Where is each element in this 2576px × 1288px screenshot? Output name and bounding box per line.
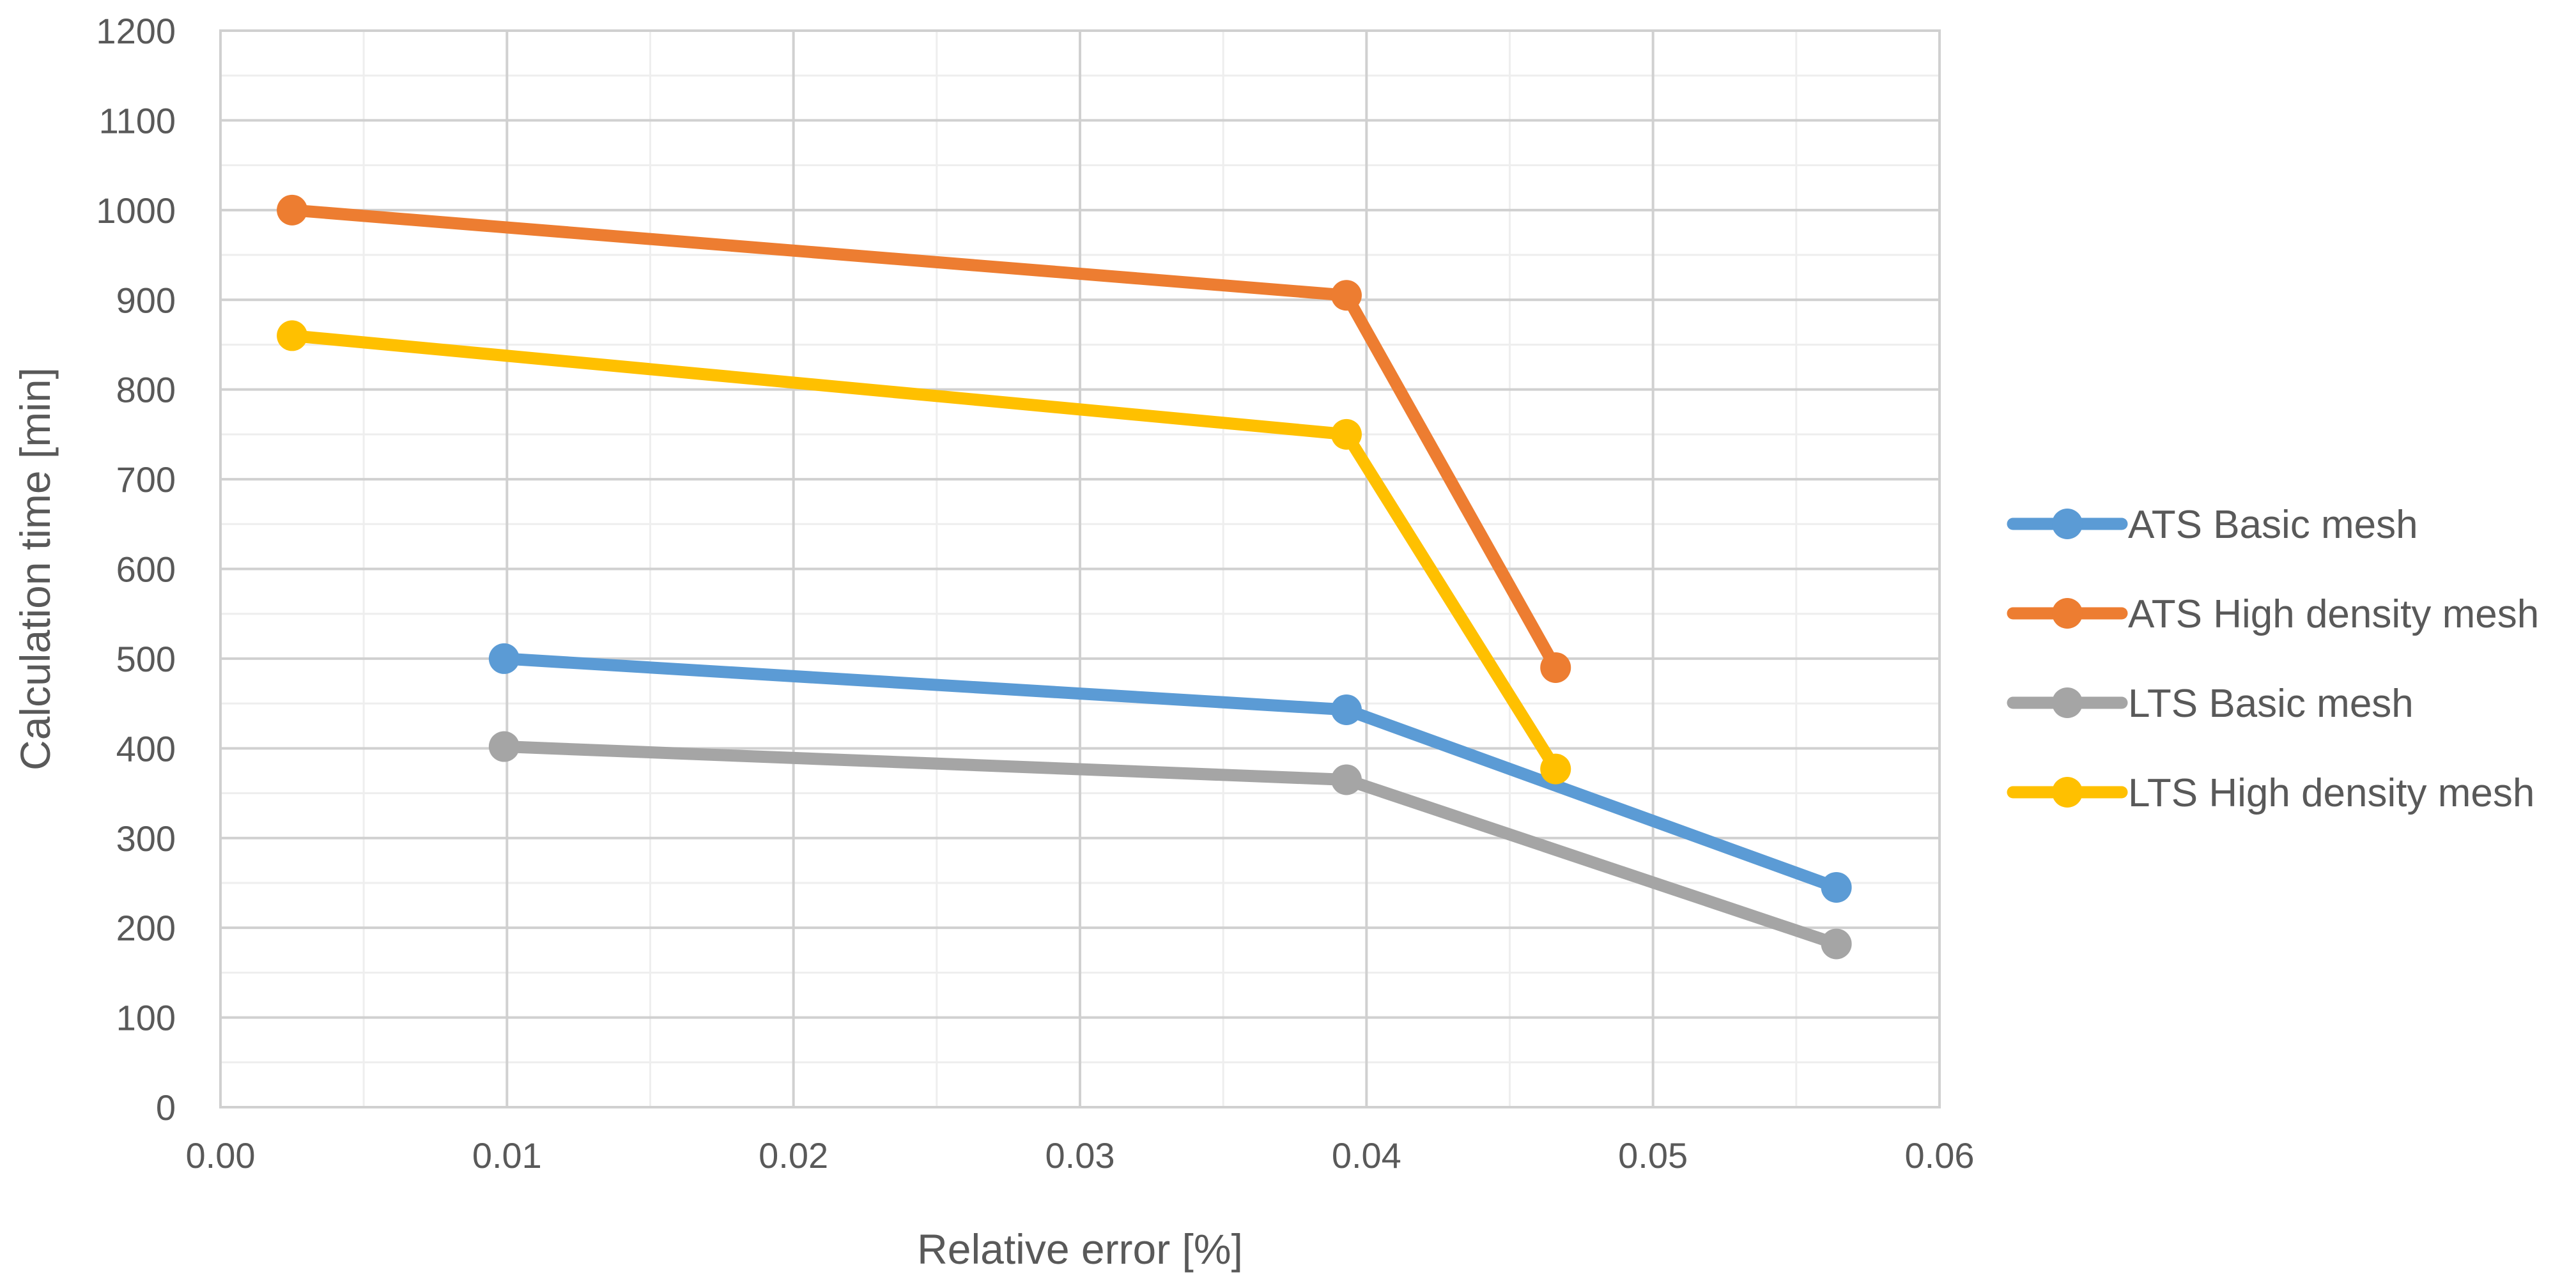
x-axis-tick-labels: 0.00 0.01 0.02 0.03 0.04 0.05 0.06: [186, 1135, 1975, 1176]
x-tick-label: 0.00: [186, 1135, 256, 1176]
y-tick-label: 600: [116, 549, 176, 590]
legend-item: ATS High density mesh: [2007, 592, 2539, 636]
data-point: [1330, 694, 1362, 725]
series-2: [277, 194, 1571, 683]
data-point: [277, 194, 308, 226]
legend-label: ATS Basic mesh: [2128, 503, 2418, 547]
x-tick-label: 0.05: [1618, 1135, 1688, 1176]
legend: ATS Basic mesh ATS High density mesh LTS B…: [2007, 503, 2539, 815]
data-point: [1330, 418, 1362, 450]
series-3: [488, 731, 1852, 960]
series-layer: [277, 194, 1852, 960]
legend-item: ATS Basic mesh: [2007, 503, 2418, 547]
y-tick-label: 100: [116, 998, 176, 1038]
y-axis-tick-labels: 0 100 200 300 400 500 600 700 800 900 1000 1100 1200: [96, 11, 176, 1128]
y-tick-label: 1000: [96, 190, 176, 231]
y-tick-label: 0: [156, 1087, 176, 1128]
legend-item: LTS Basic mesh: [2007, 682, 2414, 726]
data-point: [1821, 928, 1852, 960]
y-tick-label: 900: [116, 280, 176, 320]
data-point: [488, 731, 520, 762]
x-tick-label: 0.04: [1332, 1135, 1401, 1176]
data-point: [1540, 753, 1571, 785]
data-point: [1330, 764, 1362, 795]
y-tick-label: 500: [116, 639, 176, 679]
data-point: [488, 643, 520, 674]
major-gridlines: [219, 29, 1941, 1108]
y-axis-title: Calculation time [min]: [12, 367, 59, 770]
x-axis-title: Relative error [%]: [917, 1225, 1243, 1273]
data-point: [1330, 280, 1362, 311]
y-tick-label: 200: [116, 908, 176, 948]
series-1: [488, 643, 1852, 903]
y-tick-label: 400: [116, 728, 176, 769]
legend-label: LTS High density mesh: [2128, 771, 2534, 815]
legend-item: LTS High density mesh: [2007, 771, 2534, 815]
y-tick-label: 700: [116, 459, 176, 500]
legend-swatch-marker: [2052, 509, 2083, 539]
y-tick-label: 1100: [99, 100, 176, 141]
legend-swatch-marker: [2052, 598, 2083, 629]
legend-label: LTS Basic mesh: [2128, 682, 2414, 726]
x-tick-label: 0.02: [759, 1135, 828, 1176]
x-tick-label: 0.01: [472, 1135, 542, 1176]
y-tick-label: 300: [116, 818, 176, 859]
data-point: [1821, 871, 1852, 903]
x-tick-label: 0.03: [1045, 1135, 1115, 1176]
y-tick-label: 800: [116, 370, 176, 410]
legend-label: ATS High density mesh: [2128, 592, 2539, 636]
x-tick-label: 0.06: [1905, 1135, 1975, 1176]
data-point: [277, 320, 308, 351]
legend-swatch-marker: [2052, 777, 2083, 808]
legend-swatch-marker: [2052, 687, 2083, 718]
data-point: [1540, 652, 1571, 683]
plot-area-frame: [219, 29, 1941, 1108]
y-tick-label: 1200: [96, 11, 176, 51]
series-line: [498, 740, 1843, 950]
series-4: [277, 320, 1571, 785]
